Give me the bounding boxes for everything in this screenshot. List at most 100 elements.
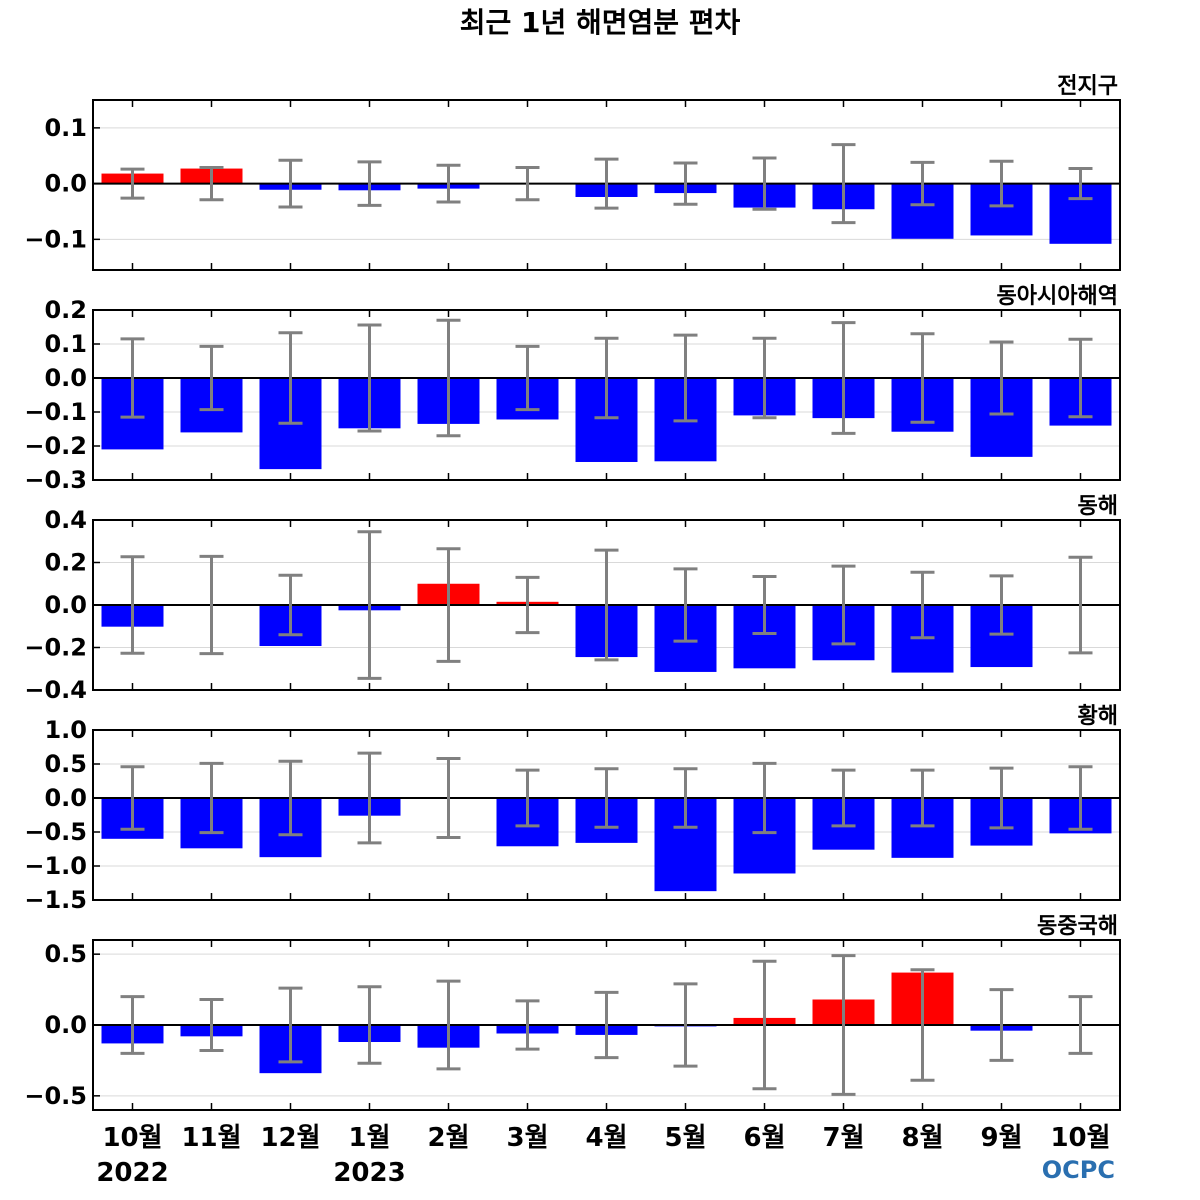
chart-panels: 0.1 0.0 −0.1 전지구 0.2 0.1 0.0 −0.1 −0.2 −0.3 동아시아해역… <box>24 74 1121 1111</box>
error-bar <box>278 759 303 837</box>
panel-3: 1.0 0.5 0.0 −0.5 −1.0 −1.5 황해 <box>24 704 1121 914</box>
y-tick-label: 0.0 <box>44 170 87 198</box>
y-tick-label: −0.2 <box>24 634 87 662</box>
error-bar <box>515 344 540 412</box>
error-bar <box>910 160 935 207</box>
error-bar <box>594 157 619 210</box>
panel-4: 0.5 0.0 −0.5 동중국해 <box>24 914 1121 1111</box>
error-bar <box>1068 765 1093 831</box>
error-bar <box>120 337 145 419</box>
y-tick-label: 0.1 <box>44 330 87 358</box>
panel-label: 황해 <box>1078 704 1118 729</box>
error-bar <box>910 570 935 640</box>
error-bar <box>1068 337 1093 419</box>
error-bar <box>357 985 382 1065</box>
error-bar <box>278 986 303 1064</box>
error-bar <box>436 163 461 204</box>
error-bar <box>199 344 224 412</box>
error-bar <box>831 143 856 225</box>
error-bar <box>199 165 224 202</box>
y-tick-label: 0.1 <box>44 114 87 142</box>
error-bar <box>752 959 777 1091</box>
panel-1: 0.2 0.1 0.0 −0.1 −0.2 −0.3 동아시아해역 <box>24 284 1121 494</box>
error-bar <box>673 567 698 643</box>
error-bar <box>199 554 224 656</box>
x-tick-label: 12월 <box>260 1123 320 1153</box>
panel-0: 0.1 0.0 −0.1 전지구 <box>24 74 1121 271</box>
y-tick-label: 0.2 <box>44 549 87 577</box>
error-bar <box>436 979 461 1071</box>
y-tick-label: −1.0 <box>24 852 87 880</box>
error-bar <box>831 768 856 828</box>
year-label: 2023 <box>333 1158 405 1188</box>
error-bar <box>752 575 777 635</box>
error-bar <box>436 318 461 438</box>
y-tick-label: 0.0 <box>44 784 87 812</box>
error-bar <box>989 340 1014 416</box>
error-bar <box>989 766 1014 830</box>
error-bar <box>752 156 777 211</box>
x-tick-label: 11월 <box>181 1123 241 1153</box>
y-tick-label: 0.5 <box>44 940 87 968</box>
panel-frame <box>92 99 1121 271</box>
y-tick-label: −0.1 <box>24 398 87 426</box>
error-bar <box>515 999 540 1051</box>
x-tick-label: 5월 <box>664 1123 706 1153</box>
error-bar <box>120 765 145 831</box>
x-tick-label: 10월 <box>102 1123 162 1153</box>
error-bar <box>357 160 382 207</box>
x-tick-label: 10월 <box>1050 1123 1110 1153</box>
panel-label: 동중국해 <box>1037 914 1118 939</box>
x-tick-label: 8월 <box>901 1123 943 1153</box>
error-bar <box>436 547 461 663</box>
error-bar <box>594 767 619 829</box>
error-bar <box>989 159 1014 208</box>
x-axis-labels: 10월 11월 12월 1월 2월 3월 4월 5월 6월 7월 8월 9월 10월 2022 2023 <box>96 1123 1110 1188</box>
y-tick-label: 0.0 <box>44 1011 87 1039</box>
error-bar <box>1068 995 1093 1055</box>
y-tick-label: 0.5 <box>44 750 87 778</box>
error-bar <box>120 995 145 1055</box>
error-bar <box>831 954 856 1096</box>
panel-frame <box>92 309 1121 481</box>
x-tick-label: 7월 <box>822 1123 864 1153</box>
error-bar <box>673 982 698 1068</box>
error-bar <box>910 332 935 424</box>
panel-label: 전지구 <box>1057 74 1118 99</box>
error-bar <box>673 767 698 829</box>
error-bar <box>278 573 303 637</box>
error-bar <box>1068 167 1093 201</box>
error-bar <box>989 988 1014 1062</box>
y-tick-label: −0.3 <box>24 466 87 494</box>
year-label: 2022 <box>96 1158 168 1188</box>
y-tick-label: −0.4 <box>24 676 87 704</box>
error-bar <box>357 751 382 845</box>
error-bar <box>199 998 224 1052</box>
panel-label: 동아시아해역 <box>997 284 1118 309</box>
error-bar <box>673 161 698 206</box>
panel-frame <box>92 729 1121 901</box>
x-tick-label: 9월 <box>980 1123 1022 1153</box>
ocpc-logo: OCPC <box>1042 1156 1115 1184</box>
y-tick-label: −0.5 <box>24 818 87 846</box>
y-tick-label: 1.0 <box>44 716 87 744</box>
error-bar <box>436 757 461 839</box>
y-tick-label: 0.0 <box>44 591 87 619</box>
error-bar <box>357 530 382 680</box>
x-tick-label: 6월 <box>743 1123 785 1153</box>
error-bar <box>1068 555 1093 655</box>
error-bar <box>831 564 856 646</box>
panel-label: 동해 <box>1078 494 1118 519</box>
y-tick-label: −0.2 <box>24 432 87 460</box>
y-tick-label: 0.4 <box>44 506 87 534</box>
x-tick-label: 2월 <box>427 1123 469 1153</box>
error-bar <box>910 968 935 1082</box>
error-bar <box>199 761 224 835</box>
error-bar <box>278 158 303 209</box>
error-bar <box>357 323 382 433</box>
error-bar <box>594 990 619 1060</box>
error-bar <box>515 165 540 202</box>
panel-frame <box>92 939 1121 1111</box>
error-bar <box>515 768 540 828</box>
